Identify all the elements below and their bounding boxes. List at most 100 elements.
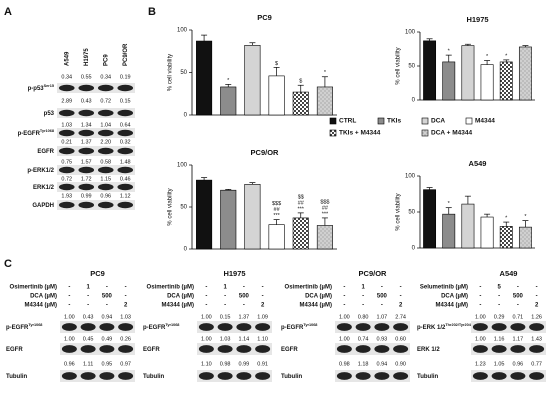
quant-number: 1.05 — [494, 361, 505, 367]
band-label: Tubulin — [143, 374, 165, 380]
treatment-value: - — [125, 294, 127, 300]
bar — [196, 179, 213, 250]
treatment-value: 500 — [239, 294, 250, 300]
bar — [292, 91, 309, 116]
quant-number: 1.09 — [257, 314, 268, 320]
treatment-value: 1 — [361, 285, 365, 291]
blot-band — [236, 323, 252, 331]
y-tick-label: 0 — [184, 247, 188, 253]
blot-band — [236, 372, 252, 380]
quant-number: 0.75 — [61, 159, 72, 165]
quant-number: 1.00 — [475, 314, 486, 320]
blot-band — [117, 183, 134, 191]
blot-band — [97, 109, 114, 117]
blot-band-bg — [57, 128, 135, 138]
treatment-value: - — [262, 285, 264, 291]
treatment-value: - — [205, 294, 207, 300]
label-sup: Ser15 — [44, 84, 54, 88]
blot-band-bg — [57, 165, 135, 175]
blot-band — [374, 345, 390, 353]
bar — [244, 44, 261, 116]
quant-number: 0.49 — [102, 336, 113, 342]
blot-band-bg — [60, 321, 135, 333]
significance-label: $ — [275, 61, 278, 67]
bar — [268, 75, 285, 116]
significance-label: * — [524, 214, 527, 220]
cell-line-header: A549 — [64, 51, 70, 66]
treatment-value: 5 — [497, 285, 501, 291]
label-sup: Tyr1068 — [28, 323, 42, 327]
blot-band — [336, 323, 352, 331]
quant-number: 0.74 — [358, 336, 369, 342]
blot-band — [97, 166, 114, 174]
quant-number: 1.23 — [475, 361, 486, 367]
blot-band — [355, 345, 371, 353]
y-tick-label: 50 — [180, 70, 187, 76]
blot-band — [198, 323, 214, 331]
blot-band-bg — [197, 321, 272, 333]
significance-label: ## — [298, 200, 305, 206]
blot-title: PC9 — [90, 269, 105, 278]
blot-band-bg — [57, 146, 135, 156]
y-tick-label: 50 — [180, 205, 187, 211]
significance-label: *** — [273, 213, 280, 219]
quant-number: 0.96 — [100, 193, 111, 199]
quant-number: 1.37 — [239, 314, 250, 320]
treatment-label: DCA (µM) — [167, 294, 194, 300]
label-text: p-EGFR — [6, 325, 29, 331]
quant-number: 1.00 — [339, 336, 350, 342]
treatment-label: M4344 (µM) — [436, 303, 468, 309]
label-text: p-EGFR — [18, 131, 41, 137]
treatment-value: - — [243, 303, 245, 309]
blot-band-bg — [57, 108, 135, 118]
chart-title: PC9 — [257, 13, 272, 22]
quant-number: 1.93 — [61, 193, 72, 199]
quant-number: 0.96 — [64, 361, 75, 367]
blot-band — [529, 323, 545, 331]
quant-number: 0.60 — [395, 336, 406, 342]
blot-title: H1975 — [223, 269, 245, 278]
treatment-value: - — [243, 285, 245, 291]
band-label: EGFR — [281, 347, 298, 353]
blot-band-bg — [57, 182, 135, 192]
quant-number: 0.72 — [100, 98, 111, 104]
quant-number: 0.15 — [220, 314, 231, 320]
treatment-value: - — [343, 294, 345, 300]
blot-band — [198, 345, 214, 353]
quant-number: 1.34 — [81, 122, 92, 128]
treatment-label: M4344 (µM) — [25, 303, 57, 309]
blot-band — [99, 372, 115, 380]
blot-band — [118, 345, 134, 353]
quant-number: 1.16 — [494, 336, 505, 342]
bar — [499, 61, 513, 101]
treatment-value: 2 — [124, 303, 128, 309]
legend-swatch — [465, 117, 473, 125]
significance-label: $$$ — [272, 201, 281, 207]
blot-band — [393, 372, 409, 380]
blot-band — [393, 345, 409, 353]
label-text: EGFR — [143, 347, 160, 353]
treatment-label: M4344 (µM) — [162, 303, 194, 309]
treatment-value: - — [536, 285, 538, 291]
blot-band-bg — [471, 370, 546, 382]
blot-band — [118, 323, 134, 331]
bar — [518, 226, 532, 249]
quant-number: 1.00 — [201, 314, 212, 320]
band-label: Tubulin — [281, 374, 303, 380]
blot-band-bg — [60, 343, 135, 355]
significance-label: * — [448, 201, 451, 207]
bar — [461, 45, 475, 101]
blot-band-bg — [60, 370, 135, 382]
blot-band — [529, 372, 545, 380]
blot-band — [355, 323, 371, 331]
y-tick-label: 100 — [405, 174, 416, 180]
treatment-value: - — [205, 303, 207, 309]
quant-number: 0.45 — [83, 336, 94, 342]
blot-band — [99, 345, 115, 353]
legend-swatch — [377, 117, 385, 125]
y-axis-label: % cell viability — [168, 54, 174, 91]
band-label: EGFR — [143, 347, 160, 353]
quant-number: 0.64 — [120, 122, 131, 128]
treatment-value: - — [224, 303, 226, 309]
label-text: p-EGFR — [281, 325, 304, 331]
